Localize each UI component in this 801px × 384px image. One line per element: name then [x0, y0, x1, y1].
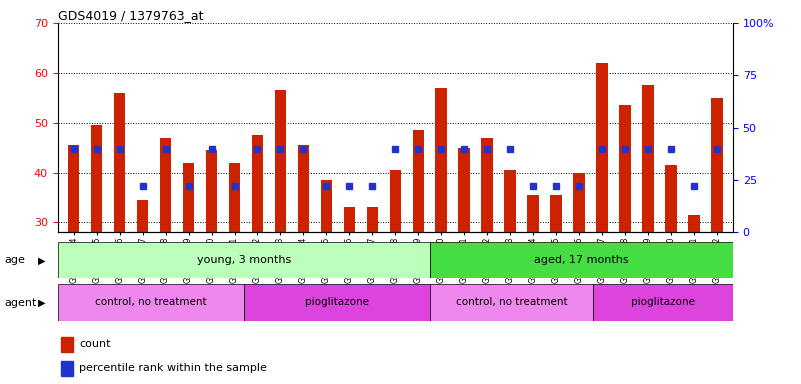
Bar	[244, 284, 430, 321]
Bar	[550, 195, 562, 232]
Bar	[320, 180, 332, 232]
Bar	[711, 98, 723, 232]
Bar	[367, 207, 378, 232]
Bar	[252, 135, 264, 232]
Bar	[206, 150, 217, 232]
Bar	[229, 162, 240, 232]
Bar	[114, 93, 126, 232]
Bar	[58, 284, 244, 321]
Text: agent: agent	[4, 298, 36, 308]
Text: percentile rank within the sample: percentile rank within the sample	[79, 363, 268, 373]
Text: control, no treatment: control, no treatment	[95, 297, 207, 308]
Bar	[458, 147, 470, 232]
Bar	[596, 63, 608, 232]
Text: ▶: ▶	[38, 255, 46, 265]
Text: age: age	[4, 255, 25, 265]
Bar	[344, 207, 355, 232]
Text: control, no treatment: control, no treatment	[456, 297, 568, 308]
Text: ▶: ▶	[38, 298, 46, 308]
Bar	[68, 145, 79, 232]
Bar	[137, 200, 148, 232]
Text: pioglitazone: pioglitazone	[631, 297, 695, 308]
Text: pioglitazone: pioglitazone	[305, 297, 369, 308]
Bar	[61, 361, 73, 376]
Bar	[642, 85, 654, 232]
Bar	[58, 242, 430, 278]
Bar	[688, 215, 699, 232]
Bar	[481, 137, 493, 232]
Bar	[430, 242, 733, 278]
Bar	[574, 172, 585, 232]
Bar	[665, 165, 677, 232]
Text: aged, 17 months: aged, 17 months	[534, 255, 629, 265]
Bar	[413, 130, 424, 232]
Bar	[430, 284, 594, 321]
Bar	[436, 88, 447, 232]
Bar	[619, 105, 630, 232]
Bar	[275, 90, 286, 232]
Bar	[594, 284, 733, 321]
Text: young, 3 months: young, 3 months	[197, 255, 291, 265]
Bar	[527, 195, 539, 232]
Bar	[183, 162, 195, 232]
Bar	[61, 337, 73, 352]
Text: count: count	[79, 339, 111, 349]
Bar	[505, 170, 516, 232]
Bar	[160, 137, 171, 232]
Text: GDS4019 / 1379763_at: GDS4019 / 1379763_at	[58, 9, 203, 22]
Bar	[298, 145, 309, 232]
Bar	[91, 125, 103, 232]
Bar	[389, 170, 401, 232]
